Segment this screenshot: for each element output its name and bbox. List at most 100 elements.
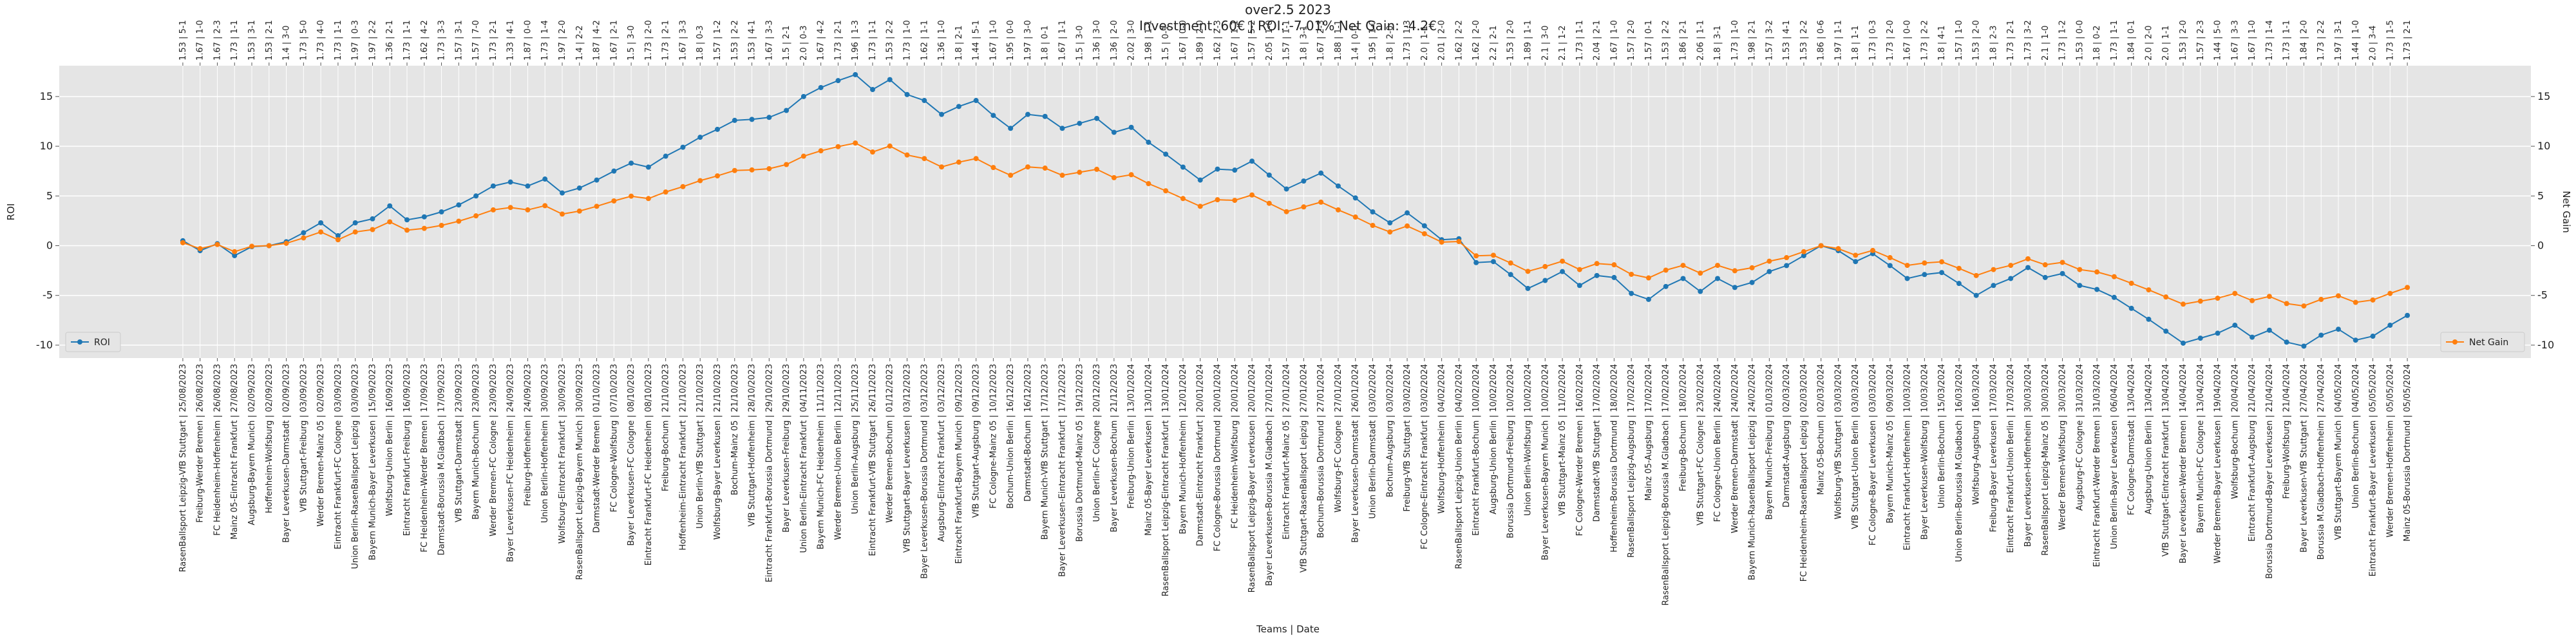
x-tick-label: FC Cologne-Wolfsburg | 07/10/2023 (609, 364, 619, 512)
point (197, 246, 203, 252)
y2-tick-label: 10 (2537, 140, 2550, 152)
x-tick-label: Augsburg-Union Berlin | 13/04/2024 (2144, 364, 2154, 515)
point (1956, 281, 1962, 287)
point (629, 160, 634, 166)
x-tick-label: Bayern Munich-Bayer Leverkusen | 15/09/2… (368, 364, 377, 560)
top-tick-label: 1.95 | 1-0 (1368, 20, 1378, 61)
point (1766, 269, 1772, 274)
point (249, 243, 255, 249)
point (1835, 246, 1841, 252)
point (232, 252, 238, 258)
point (1818, 243, 1824, 249)
point (266, 243, 272, 249)
point (1645, 275, 1651, 281)
point (1318, 199, 1324, 205)
point (1283, 186, 1289, 192)
top-tick-label: 2.02 | 3-0 (1127, 20, 1137, 61)
legend-label: ROI (94, 337, 110, 348)
x-tick-label: Werder Bremen-Bochum | 01/12/2023 (886, 364, 895, 523)
top-tick-label: 1.57 | 3-2 (1765, 20, 1774, 61)
point (559, 190, 565, 196)
point (1387, 229, 1393, 235)
x-tick-label: FC Cologne-Werder Bremen | 16/02/2024 (1575, 364, 1585, 536)
point (542, 203, 548, 209)
top-tick-label: 1.73 | 1-1 (334, 20, 343, 61)
x-tick-label: Union Berlin-Wolfsburg | 10/02/2024 (1523, 364, 1533, 516)
point (1594, 272, 1600, 278)
top-tick-label: 1.53 | 2-2 (886, 20, 895, 61)
x-tick-label: Union Berlin-VfB Stuttgart | 21/10/2023 (696, 364, 705, 529)
point (1939, 270, 1945, 276)
point (1301, 178, 1307, 184)
point (318, 229, 324, 235)
x-tick-label: Darmstadt-Bochum | 16/12/2023 (1023, 364, 1033, 502)
top-tick-label: 1.62 | 2-3 (1213, 20, 1223, 61)
x-tick-label: Werder Bremen-Wolfsburg | 30/03/2024 (2058, 364, 2068, 530)
top-tick-label: 1.67 | 1-0 (1609, 20, 1619, 61)
top-tick-label: 1.53 | 3-1 (247, 20, 257, 61)
top-tick-label: 2.1 | 1-2 (1558, 25, 1567, 61)
point (2301, 343, 2307, 349)
x-tick-label: FC Cologne-Union Berlin | 24/02/2024 (1713, 364, 1723, 522)
top-tick-label: 1.57 | 5-2 (1247, 20, 1257, 61)
top-tick-label: 1.73 | 2-1 (2006, 20, 2016, 61)
point (2060, 260, 2065, 265)
x-tick-label: Werder Bremen-Mainz 05 | 02/09/2023 (316, 364, 326, 527)
point (2335, 327, 2341, 332)
point (2335, 293, 2341, 299)
x-tick-label: Bochum-Augsburg | 03/02/2024 (1385, 364, 1395, 497)
x-tick-label: Bayer Leverkusen-Eintracht Frankfurt | 1… (1058, 364, 1068, 577)
top-tick-label: 1.98 | 1-1 (1144, 20, 1153, 61)
top-tick-label: 1.87 | 4-2 (592, 20, 602, 61)
point (1042, 113, 1048, 119)
legend-label: Net Gain (2469, 337, 2508, 348)
point (1008, 173, 1014, 178)
top-tick-label: 1.36 | 3-0 (1092, 20, 1102, 61)
top-tick-label: 1.53 | 5-1 (178, 20, 188, 61)
x-tick-label: VfB Stuttgart-Hoffenheim | 28/10/2023 (748, 364, 757, 527)
point (1163, 151, 1169, 157)
point (1560, 258, 1566, 264)
point (697, 135, 703, 140)
top-tick-label: 1.62 | 2-0 (1472, 20, 1481, 61)
top-tick-label: 2.2 | 2-1 (1489, 25, 1499, 61)
x-tick-label: RasenBallsport Leipzig-Borussia M.Gladba… (1662, 364, 1671, 605)
point (1232, 198, 1238, 204)
top-tick-label: 1.86 | 0-6 (1817, 20, 1826, 61)
top-tick-label: 1.89 | 2-0 (1196, 20, 1206, 61)
x-tick-label: Bayern Munich-Bochum | 23/09/2023 (471, 364, 481, 520)
y2-tick-label: 5 (2537, 189, 2544, 202)
x-tick-label: Freiburg-Wolfsburg | 21/04/2024 (2282, 364, 2292, 499)
point (1784, 263, 1790, 269)
point (680, 144, 686, 150)
point (1077, 169, 1083, 175)
x-tick-label: Eintracht Frankfurt-Union Berlin | 17/03… (2006, 364, 2016, 553)
chart-title: over2.5 2023 (1245, 2, 1331, 17)
legend-box (65, 332, 121, 352)
point (1025, 111, 1030, 117)
x-tick-label: VfB Stuttgart-Darmstadt | 23/09/2023 (454, 364, 464, 522)
point (1128, 172, 1134, 178)
top-tick-label: 1.8 | 0-2 (2092, 25, 2102, 61)
point (1991, 267, 1996, 272)
point (835, 144, 841, 149)
point (1663, 283, 1669, 289)
x-tick-label: Darmstadt-Werder Bremen | 01/10/2023 (592, 364, 602, 533)
top-tick-label: 1.57 | 2-0 (1627, 20, 1636, 61)
top-tick-label: 1.97 | 1-1 (1833, 20, 1843, 61)
top-tick-label: 2.06 | 1-1 (1696, 20, 1705, 61)
x-tick-label: Augsburg-Bayern Munich | 02/09/2023 (247, 364, 257, 526)
point (835, 78, 841, 84)
point (2232, 323, 2238, 328)
top-tick-label: 1.8 | 1-1 (1851, 25, 1861, 61)
point (853, 71, 858, 77)
top-tick-label: 2.1 | 3-0 (1540, 25, 1550, 61)
point (1266, 172, 1272, 178)
point (1629, 271, 1634, 277)
x-tick-label: Bochum-Union Berlin | 16/12/2023 (1006, 364, 1016, 509)
x-tick-label: Bayern Munich-Hoffenheim | 12/01/2024 (1179, 364, 1188, 534)
plot-background (59, 66, 2531, 358)
point (1594, 261, 1600, 267)
point (214, 242, 220, 247)
point (1025, 164, 1030, 170)
